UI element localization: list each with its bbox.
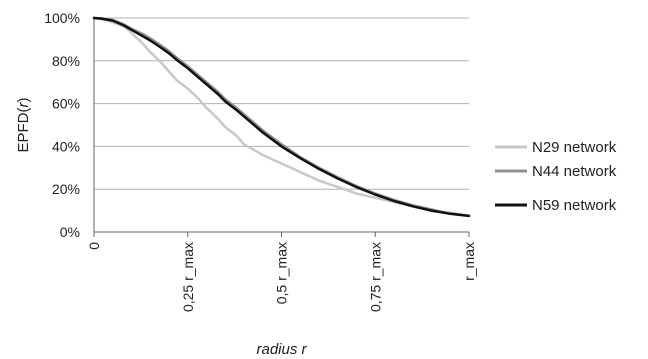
legend-label: N59 network <box>532 197 617 214</box>
y-tick-label: 40% <box>52 138 80 154</box>
legend-label: N29 network <box>532 139 617 156</box>
legend-label: N44 network <box>532 163 617 180</box>
y-tick-label: 20% <box>52 181 80 197</box>
series-line <box>92 16 471 218</box>
x-tick-label: 0 <box>86 242 102 250</box>
series-lines <box>92 16 471 218</box>
y-tick-label: 100% <box>44 10 80 26</box>
legend: N29 network N44 network N59 network <box>495 139 617 214</box>
series-line <box>92 16 471 218</box>
y-tick-label: 80% <box>52 53 80 69</box>
y-tick-label: 0% <box>60 224 80 240</box>
x-tick-label: r_max <box>461 242 477 281</box>
x-tick-label: 0,75 r_max <box>367 242 383 312</box>
y-axis-title-prefix: EPFD( <box>15 107 32 152</box>
axes <box>93 18 469 233</box>
x-tick-labels: 0 0,25 r_max 0,5 r_max 0,75 r_max r_max <box>86 232 477 312</box>
series-line <box>92 16 471 218</box>
y-axis-title-var: r <box>15 102 32 108</box>
y-tick-labels: 0% 20% 40% 60% 80% 100% <box>44 10 80 240</box>
grid <box>94 17 469 190</box>
x-tick-label: 0,25 r_max <box>180 242 196 312</box>
y-axis-title: EPFD(r) <box>15 98 32 153</box>
x-tick-label: 0,5 r_max <box>274 242 290 304</box>
y-axis-title-suffix: ) <box>15 98 32 103</box>
x-axis-title: radius r <box>256 341 307 358</box>
y-tick-label: 60% <box>52 96 80 112</box>
